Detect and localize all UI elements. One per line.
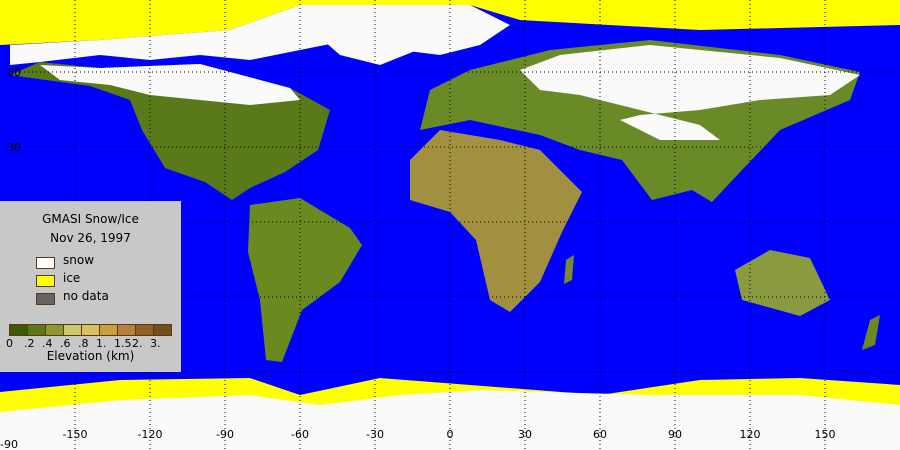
legend-date: Nov 26, 1997 — [50, 231, 131, 245]
lon-tick-label: -30 — [366, 428, 384, 441]
australia — [735, 250, 830, 316]
colorbar-segment — [64, 325, 82, 335]
colorbar-tick-label: 3. — [150, 337, 161, 350]
axis-labels: -150 -120 -90 -60 -30 0 30 60 90 120 150 60 30 -90 — [0, 66, 836, 450]
greenland — [300, 10, 460, 65]
ice-label: ice — [63, 271, 81, 285]
colorbar-tick-label: 1.5 — [114, 337, 132, 350]
legend: GMASI Snow/Ice Nov 26, 1997 snow ice no … — [0, 201, 181, 372]
colorbar-tick-label: .8 — [78, 337, 89, 350]
colorbar-label: Elevation (km) — [46, 349, 135, 363]
colorbar-tick-label: .2 — [24, 337, 35, 350]
colorbar-tick-label: .6 — [60, 337, 71, 350]
colorbar-tick-label: 2. — [132, 337, 143, 350]
lon-tick-label: 90 — [668, 428, 682, 441]
lon-tick-label: 60 — [593, 428, 607, 441]
lon-tick-label: -120 — [138, 428, 163, 441]
lon-tick-label: 150 — [815, 428, 836, 441]
colorbar-segment — [46, 325, 64, 335]
colorbar-segment — [82, 325, 100, 335]
colorbar-segment — [154, 325, 171, 335]
eurasia-snow — [520, 45, 860, 140]
madagascar — [564, 255, 574, 284]
africa — [410, 130, 582, 312]
colorbar-segment — [136, 325, 154, 335]
lon-tick-label: -60 — [291, 428, 309, 441]
colorbar-segment — [28, 325, 46, 335]
lon-tick-label: 120 — [740, 428, 761, 441]
lon-tick-label: -150 — [63, 428, 88, 441]
lon-tick-label: -90 — [216, 428, 234, 441]
no-data-swatch — [36, 293, 55, 305]
lon-tick-label: 0 — [447, 428, 454, 441]
elevation-colorbar — [9, 324, 172, 336]
colorbar-segment — [100, 325, 118, 335]
lat-tick-label: 30 — [7, 141, 21, 154]
colorbar-segment — [10, 325, 28, 335]
north-america-snow — [40, 64, 300, 105]
colorbar-tick-label: 1. — [96, 337, 107, 350]
arctic-ice — [0, 0, 900, 45]
no-data-label: no data — [63, 289, 109, 303]
lat-tick-label: -90 — [0, 438, 18, 450]
lat-tick-label: 60 — [7, 66, 21, 79]
colorbar-tick-label: 0 — [6, 337, 13, 350]
ice-swatch — [36, 275, 55, 287]
lon-tick-label: 30 — [518, 428, 532, 441]
colorbar-tick-label: .4 — [42, 337, 53, 350]
snow-label: snow — [63, 253, 95, 267]
new-zealand — [862, 315, 880, 350]
south-america — [248, 198, 362, 362]
legend-title: GMASI Snow/Ice — [42, 212, 139, 226]
colorbar-segment — [118, 325, 136, 335]
snow-swatch — [36, 257, 55, 269]
